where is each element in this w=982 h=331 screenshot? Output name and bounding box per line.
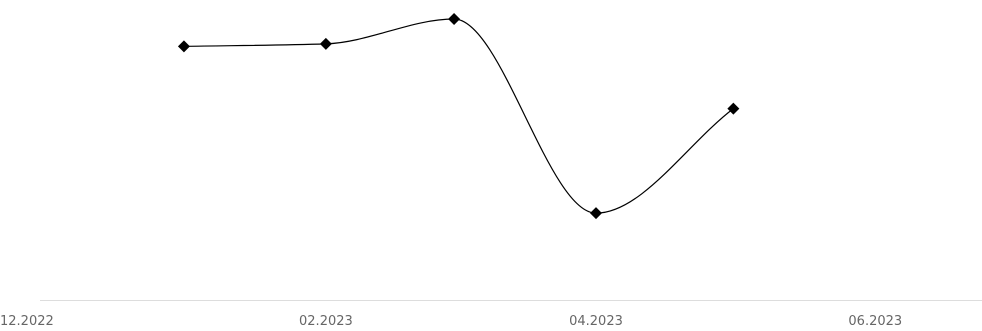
data-point-marker[interactable] — [177, 40, 190, 53]
x-tick-label: 04.2023 — [569, 314, 623, 329]
marker-layer — [177, 13, 740, 220]
data-point-marker[interactable] — [448, 13, 461, 25]
series-layer — [183, 18, 734, 214]
data-point-marker[interactable] — [727, 102, 740, 115]
data-point-marker[interactable] — [319, 37, 332, 50]
x-tick-labels: 12.2022 02.2023 04.2023 06.2023 — [0, 314, 902, 329]
data-point-marker[interactable] — [590, 207, 602, 220]
x-tick-label: 06.2023 — [848, 314, 902, 329]
x-tick-label: 02.2023 — [299, 314, 353, 329]
x-tick-label: 12.2022 — [0, 314, 54, 329]
series-line — [183, 18, 734, 214]
